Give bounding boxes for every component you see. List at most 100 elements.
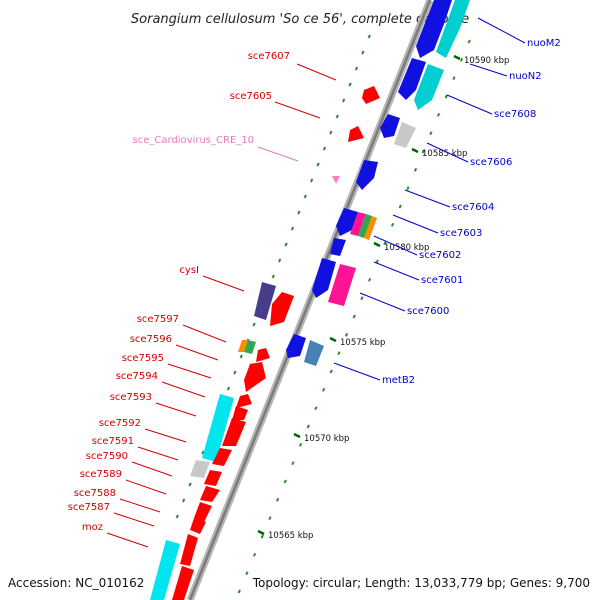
right-guide-dot: [344, 332, 349, 337]
gene-glyph-nuoM2[interactable]: [416, 0, 452, 58]
right-guide-dot: [390, 222, 395, 227]
right-label-sce7606[interactable]: sce7606: [470, 157, 512, 168]
gene-glyph-sce7605[interactable]: [348, 126, 364, 142]
left-guide-dot: [297, 210, 301, 215]
gene-glyph-sce7588[interactable]: [200, 486, 220, 502]
gene-glyph-sce7589[interactable]: [204, 470, 222, 486]
left-label-sce7592[interactable]: sce7592: [99, 418, 141, 429]
left-label-sce7607[interactable]: sce7607: [248, 51, 290, 62]
gene-glyph-sce7595[interactable]: [244, 362, 266, 392]
right-label-metb2-leader: [333, 362, 381, 381]
gene-glyph-sce7603[interactable]: [350, 212, 366, 236]
topology-text: Topology: circular; Length: 13,033,779 b…: [252, 576, 590, 590]
gene-glyph-cysI-a[interactable]: [254, 282, 276, 320]
gene-glyph-nuoN2[interactable]: [398, 58, 426, 100]
gene-glyph-sce7591[interactable]: [212, 448, 232, 466]
kbp-tick: [257, 529, 265, 536]
gene-glyph-sce7597-b[interactable]: [244, 340, 256, 354]
kbp-label: 10570 kbp: [304, 434, 349, 444]
gene-glyph-moz-c[interactable]: [172, 566, 194, 600]
gene-glyph-moz[interactable]: [180, 534, 198, 566]
gene-glyph-sce7604[interactable]: [336, 208, 358, 236]
right-label-sce7601[interactable]: sce7601: [421, 275, 463, 286]
left-label-sce7588-leader: [119, 498, 161, 513]
right-label-sce7603[interactable]: sce7603: [440, 228, 482, 239]
right-label-sce7601-leader: [373, 261, 420, 281]
left-label-sce7590-leader: [131, 461, 173, 477]
left-guide-dot: [348, 82, 352, 87]
gene-glyph-sce7593-b[interactable]: [232, 406, 248, 420]
gene-glyph-nuoM2-b[interactable]: [436, 0, 470, 58]
gene-glyph-cysI-b[interactable]: [270, 292, 294, 326]
left-label-sce7595[interactable]: sce7595: [122, 353, 164, 364]
kbp-tick: [293, 432, 301, 439]
gene-glyph-nuoN2-b[interactable]: [414, 64, 444, 110]
left-label-sce7592-leader: [144, 428, 187, 443]
kbp-tick: [329, 336, 337, 343]
left-label-sce7594[interactable]: sce7594: [116, 371, 158, 382]
left-guide-dot: [239, 354, 243, 359]
gene-glyph-sce7606[interactable]: [356, 160, 378, 190]
left-guide-dot: [354, 66, 359, 71]
left-label-sce7596[interactable]: sce7596: [130, 334, 172, 345]
left-guide-dot: [271, 274, 275, 279]
right-guide-dot: [383, 241, 387, 246]
gene-glyph-sce7593[interactable]: [202, 394, 234, 462]
right-guide-dot: [237, 589, 241, 594]
left-label-sce7590[interactable]: sce7590: [86, 451, 128, 462]
gene-glyph-sce7590[interactable]: [190, 460, 210, 478]
gene-glyph-sce7592[interactable]: [222, 418, 246, 446]
left-label-sce7597[interactable]: sce7597: [137, 314, 179, 325]
left-label-sce7593[interactable]: sce7593: [110, 392, 152, 403]
right-guide-dot: [252, 552, 257, 557]
left-label-sce7605[interactable]: sce7605: [230, 91, 272, 102]
left-label-sce7594-leader: [161, 381, 206, 398]
kbp-label: 10580 kbp: [384, 243, 429, 253]
left-label-sce-cardiovirus-cre-10-leader: [257, 146, 299, 162]
right-label-nuon2[interactable]: nuoN2: [509, 71, 542, 82]
left-label-sce7607-leader: [296, 63, 337, 81]
right-label-sce7604[interactable]: sce7604: [452, 202, 494, 213]
gene-glyph-sce7608[interactable]: [380, 114, 400, 138]
left-label-sce7588[interactable]: sce7588: [74, 488, 116, 499]
left-label-sce7587[interactable]: sce7587: [68, 502, 110, 513]
left-label-sce7597-leader: [182, 324, 227, 343]
right-guide-dot: [268, 516, 272, 521]
right-label-nuom2[interactable]: nuoM2: [527, 38, 561, 49]
right-label-sce7600[interactable]: sce7600: [407, 306, 449, 317]
left-label-sce7591[interactable]: sce7591: [92, 436, 134, 447]
gene-glyph-moz-b[interactable]: [150, 540, 180, 600]
gene-glyph-sce7600[interactable]: [328, 264, 356, 306]
right-label-sce7608[interactable]: sce7608: [494, 109, 536, 120]
left-label-sce-cardiovirus-cre-10[interactable]: sce_Cardiovirus_CRE_10: [133, 135, 254, 146]
gene-glyph-sce7608-b[interactable]: [394, 122, 416, 148]
gene-glyph-sce_Cardiovirus_CRE_10[interactable]: [332, 176, 340, 184]
gene-glyph-metB2[interactable]: [286, 334, 306, 358]
left-label-sce7589[interactable]: sce7589: [80, 469, 122, 480]
right-guide-dot: [452, 76, 456, 81]
kbp-label: 10585 kbp: [422, 149, 467, 159]
gene-glyph-sce7588-b[interactable]: [194, 502, 212, 522]
right-label-sce7602[interactable]: sce7602: [419, 250, 461, 261]
right-guide-dot: [306, 424, 310, 429]
gene-glyph-sce7602[interactable]: [330, 238, 346, 256]
gene-glyph-sce7594[interactable]: [236, 394, 252, 408]
gene-glyph-sce7607[interactable]: [362, 86, 380, 104]
gene-glyph-sce7603-b[interactable]: [358, 214, 372, 238]
right-guide-dot: [421, 149, 425, 154]
gene-glyph-sce7601[interactable]: [312, 258, 336, 298]
kbp-tick: [453, 54, 461, 61]
right-label-metb2[interactable]: metB2: [382, 375, 415, 386]
gene-glyph-sce7597[interactable]: [238, 340, 248, 352]
left-guide-dot: [367, 34, 371, 39]
left-label-moz[interactable]: moz: [82, 522, 103, 533]
gene-glyph-sce7603-c[interactable]: [364, 216, 377, 240]
gene-glyph-sce7587[interactable]: [190, 518, 206, 534]
right-guide-dot: [444, 94, 448, 99]
right-label-nuon2-leader: [469, 63, 508, 77]
gene-glyph-sce7596[interactable]: [256, 348, 270, 362]
right-label-sce7603-leader: [392, 214, 439, 234]
right-guide-dot: [429, 131, 433, 136]
left-label-cysi[interactable]: cysI: [179, 265, 199, 276]
gene-glyph-metB2-b[interactable]: [304, 340, 324, 366]
